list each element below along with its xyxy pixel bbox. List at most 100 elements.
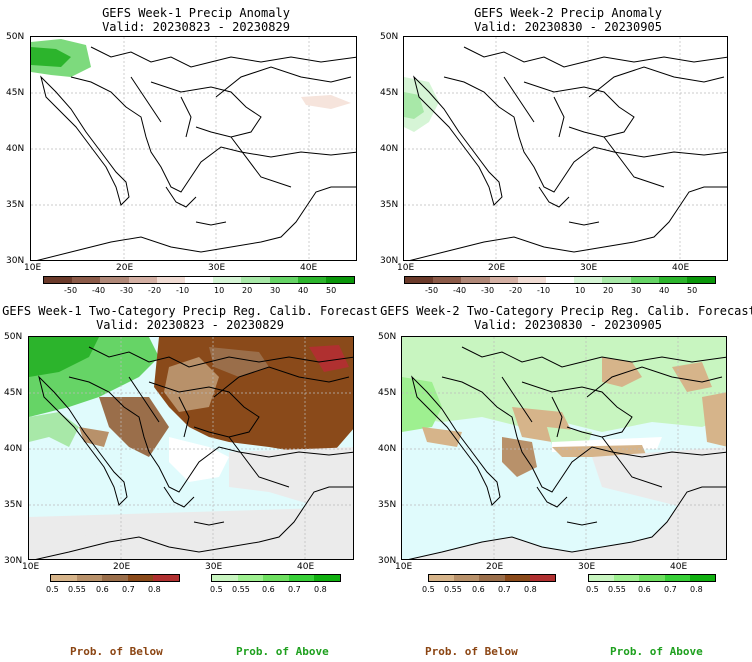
anomaly-label: 50 [326,286,337,295]
above-label: 0.55 [608,585,626,594]
anomaly-swatch [325,277,355,283]
below-swatch [504,575,530,581]
anomaly-swatch [241,277,270,283]
anomaly-label: -20 [148,286,162,295]
anomaly-swatch [630,277,659,283]
lat-label: 40N [4,444,23,454]
anomaly-swatch [602,277,631,283]
prob-above-label: Prob. of Above [610,645,703,658]
lat-label: 45N [378,388,397,398]
lat-label: 30N [6,256,25,266]
below-swatch [529,575,556,581]
lon-label: 10E [22,562,40,572]
lat-label: 35N [4,500,23,510]
lat-label: 50N [6,32,25,42]
lon-label: 10E [24,263,42,273]
lat-label: 45N [380,88,399,98]
lon-label: 40E [672,263,690,273]
lon-label: 40E [670,562,688,572]
above-swatch [212,575,238,581]
lon-label: 10E [397,263,415,273]
lat-label: 45N [6,88,25,98]
lat-label: 45N [4,388,23,398]
below-swatch [102,575,128,581]
anomaly-swatch [44,277,73,283]
above-label: 0.6 [638,585,651,594]
lon-label: 30E [208,263,226,273]
anomaly-label: -30 [120,286,134,295]
lon-label: 20E [488,263,506,273]
lon-label: 40E [300,263,318,273]
lat-label: 50N [380,32,399,42]
anomaly-label: -50 [64,286,78,295]
anomaly-swatch [545,277,575,283]
below-label: 0.8 [524,585,537,594]
anomaly-label: 30 [631,286,642,295]
panel-week2-twocat: GEFS Week-2 Two-Category Precip Reg. Cal… [376,300,752,662]
map-week1-twocat [28,336,354,560]
lon-label: 10E [395,562,413,572]
anomaly-swatch [686,277,716,283]
below-label: 0.8 [148,585,161,594]
anomaly-label: -50 [425,286,439,295]
lon-label: 20E [486,562,504,572]
anomaly-swatch [128,277,157,283]
panel-week1-twocat: GEFS Week-1 Two-Category Precip Reg. Cal… [0,300,378,662]
above-label: 0.7 [664,585,677,594]
anomaly-label: 40 [298,286,309,295]
below-swatch [429,575,455,581]
map-week2-twocat [401,336,727,560]
map-canvas [404,37,727,260]
below-label: 0.7 [122,585,135,594]
panel-title: GEFS Week-1 Precip Anomaly [102,6,290,20]
anomaly-swatch [489,277,518,283]
panel-week2-anomaly: GEFS Week-2 Precip Anomaly Valid: 202308… [376,0,752,300]
anomaly-colorbar [43,276,355,284]
anomaly-label: 20 [603,286,614,295]
lat-label: 35N [6,200,25,210]
anomaly-label: 30 [270,286,281,295]
above-swatch [664,575,690,581]
lon-label: 30E [580,263,598,273]
below-label: 0.6 [96,585,109,594]
above-swatch [263,575,289,581]
anomaly-swatch [72,277,101,283]
above-swatch [689,575,716,581]
anomaly-swatch [574,277,603,283]
panel-title: GEFS Week-2 Precip Anomaly [474,6,662,20]
map-week1-anomaly [30,36,357,261]
panel-title: GEFS Week-1 Two-Category Precip Reg. Cal… [2,304,378,318]
above-label: 0.7 [288,585,301,594]
lon-label: 20E [116,263,134,273]
below-colorbar [50,574,180,582]
lat-label: 50N [4,332,23,342]
below-swatch [127,575,154,581]
map-canvas [402,337,726,559]
prob-below-label: Prob. of Below [425,645,518,658]
anomaly-swatch [517,277,546,283]
lat-label: 40N [6,144,25,154]
anomaly-label: -30 [481,286,495,295]
lon-label: 40E [297,562,315,572]
above-swatch [614,575,640,581]
lat-label: 30N [380,256,399,266]
anomaly-swatch [100,277,129,283]
below-colorbar [428,574,556,582]
below-label: 0.6 [472,585,485,594]
anomaly-label: 10 [214,286,225,295]
anomaly-swatch [156,277,185,283]
above-label: 0.8 [690,585,703,594]
anomaly-swatch [658,277,687,283]
lon-label: 30E [205,562,223,572]
above-label: 0.5 [210,585,223,594]
lat-label: 30N [4,556,23,566]
lon-label: 20E [113,562,131,572]
panel-valid: Valid: 20230823 - 20230829 [96,318,284,332]
prob-above-label: Prob. of Above [236,645,329,658]
anomaly-label: -10 [176,286,190,295]
above-label: 0.5 [586,585,599,594]
anomaly-swatch [433,277,462,283]
anomaly-swatch [269,277,298,283]
prob-below-label: Prob. of Below [70,645,163,658]
above-swatch [314,575,340,581]
